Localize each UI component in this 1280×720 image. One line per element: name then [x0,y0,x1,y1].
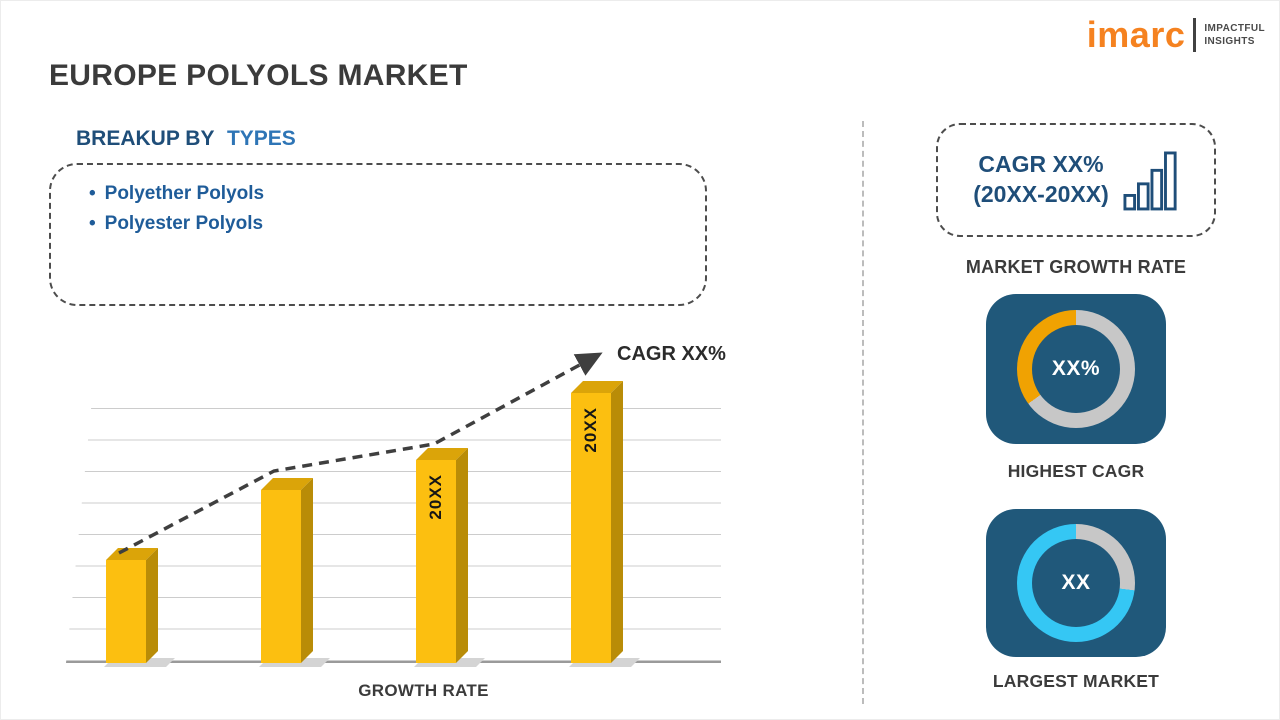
donut-hole [1032,539,1120,627]
list-item: • Polyether Polyols [89,179,681,209]
chart-bar-4: 20XX [571,393,611,663]
bullet-icon: • [89,213,96,235]
chart-bar-2 [261,490,301,663]
highest-cagr-caption: HIGHEST CAGR [1007,461,1145,481]
section-divider [862,121,864,704]
largest-market-caption: LARGEST MARKET [992,671,1160,691]
imarc-logo-wordmark: imarc [1086,14,1186,55]
cagr-period-text: CAGR XX% (20XX-20XX) [973,150,1109,210]
bar-label: 20XX [581,407,600,453]
cagr-line: CAGR XX% [978,151,1104,178]
highest-cagr-tile: XX% [986,294,1166,444]
breakup-heading: BREAKUP BY TYPES [76,127,296,151]
growth-rate-bar-chart: 20XX 20XX [66,341,721,671]
bar-label: 20XX [426,474,445,520]
breakup-item-label: Polyester Polyols [104,213,264,235]
imarc-logo: imarc IMPACTFUL INSIGHTS [1087,17,1265,53]
chart-bar-3: 20XX [416,460,456,663]
breakup-heading-highlight: TYPES [226,127,296,150]
donut-hole [1032,325,1120,413]
breakup-heading-prefix: BREAKUP BY [76,127,215,150]
logo-tagline-line2: INSIGHTS [1204,36,1255,47]
logo-tagline: IMPACTFUL INSIGHTS [1204,22,1265,48]
cagr-annotation: CAGR XX% [617,343,726,365]
market-growth-rate-caption: MARKET GROWTH RATE [965,257,1187,277]
bullet-icon: • [89,183,96,204]
list-item: • Polyester Polyols [89,209,681,239]
largest-market-donut: XX [1017,524,1135,642]
logo-divider [1193,18,1197,52]
highest-cagr-donut: XX% [1017,310,1135,428]
highest-cagr-value: XX% [1051,357,1101,380]
chart-bar-1 [106,560,146,663]
breakup-item-label: Polyether Polyols [104,183,265,204]
largest-market-tile: XX [986,509,1166,657]
logo-tagline-line1: IMPACTFUL [1204,23,1265,34]
largest-market-value: XX [1061,571,1091,594]
market-growth-rate-box: CAGR XX% (20XX-20XX) [936,123,1216,237]
x-axis-label: GROWTH RATE [358,681,489,700]
bar-chart-icon [1123,151,1177,211]
breakup-types-box: • Polyether Polyols • Polyester Polyols [49,163,707,306]
page-title: EUROPE POLYOLS MARKET [49,59,468,92]
period-line: (20XX-20XX) [973,181,1109,207]
